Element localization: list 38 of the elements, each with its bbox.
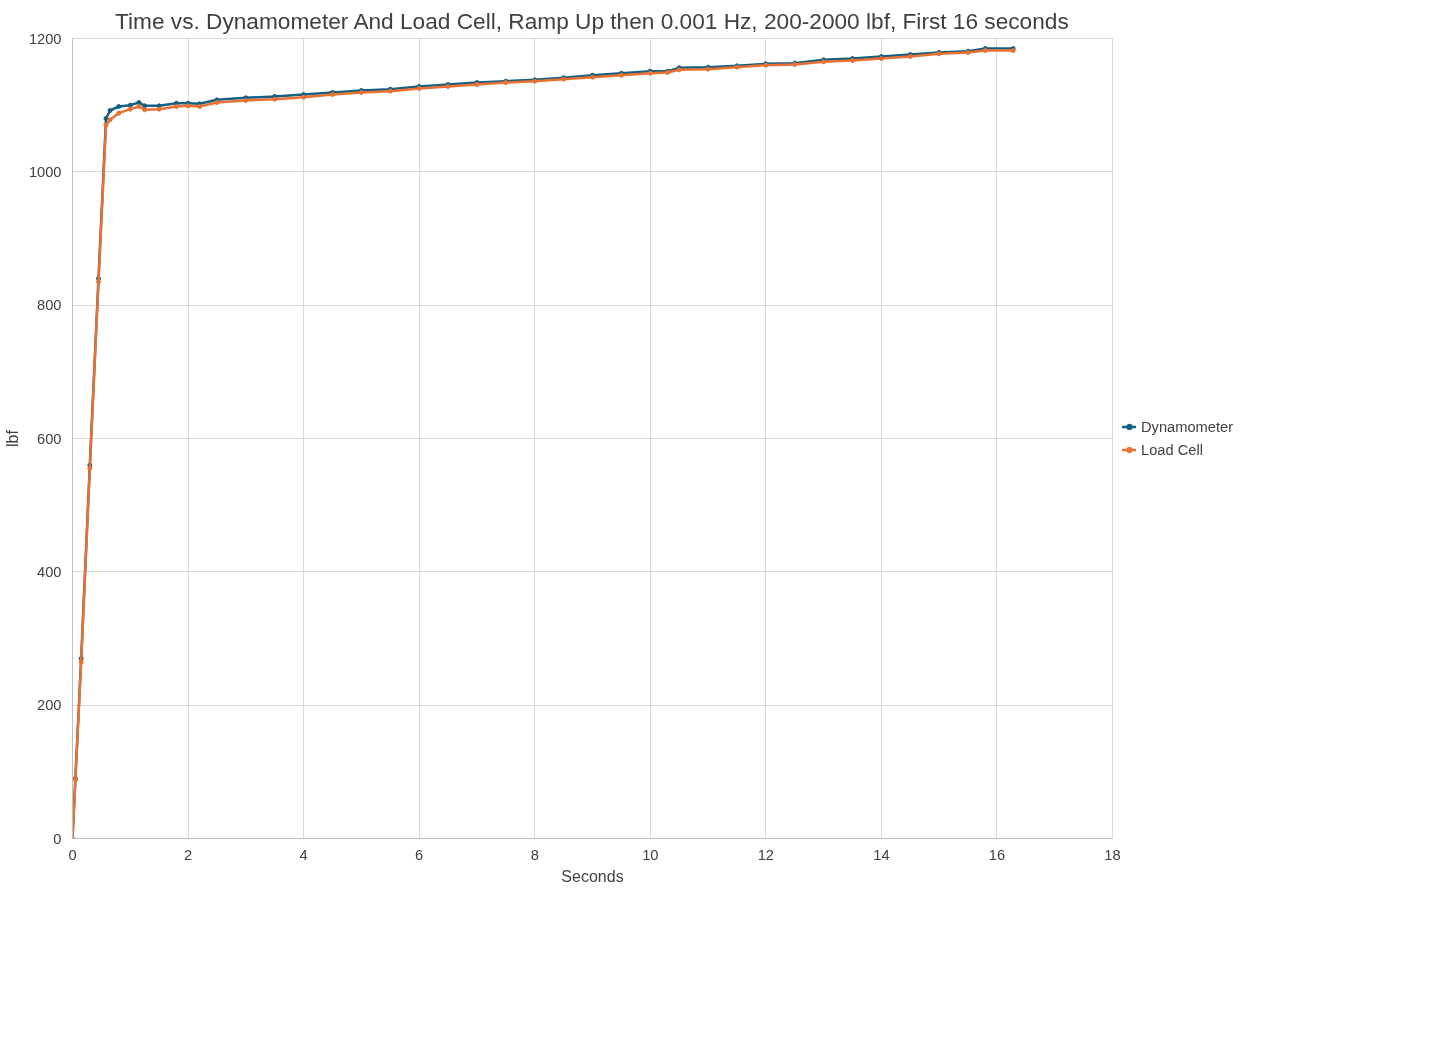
x-tick-label: 4	[299, 846, 308, 863]
legend-label: Dynamometer	[1141, 418, 1234, 435]
y-tick-label: 600	[37, 430, 62, 447]
y-tick-label: 1200	[28, 30, 62, 47]
x-tick-label: 16	[988, 846, 1006, 863]
x-tick-label: 2	[183, 846, 193, 863]
y-tick-label: 1000	[28, 163, 62, 180]
y-tick-label: 200	[37, 697, 62, 714]
y-tick-label: 400	[37, 563, 62, 580]
x-tick-label: 12	[757, 846, 774, 863]
point	[127, 102, 133, 108]
chart-title: Time vs. Dynamometer And Load Cell, Ramp Up then 0.001 Hz, 200-2000 lbf, First 16 seconds	[115, 7, 1069, 34]
x-axis-title: Seconds	[561, 867, 624, 885]
point	[136, 100, 142, 105]
point	[142, 107, 148, 113]
point	[107, 108, 113, 113]
point	[107, 117, 113, 123]
y-tick-label: 800	[37, 297, 62, 314]
y-tick-label: 0	[53, 830, 62, 847]
point	[78, 659, 84, 665]
point	[127, 106, 133, 112]
x-tick-label: 6	[415, 846, 424, 863]
x-tick-label: 18	[1104, 846, 1121, 863]
legend-label: Load Cell	[1141, 441, 1203, 458]
x-tick-label: 0	[68, 846, 77, 863]
point	[103, 122, 109, 128]
x-tick-label: 8	[530, 846, 539, 863]
point	[96, 279, 101, 285]
x-tick-label: 10	[642, 846, 659, 863]
point	[142, 103, 148, 109]
point	[103, 116, 109, 121]
x-tick-label: 14	[873, 846, 890, 863]
point	[174, 104, 179, 109]
point	[87, 466, 93, 471]
point	[116, 110, 122, 116]
y-axis-title: lbf	[3, 429, 21, 447]
point	[136, 104, 142, 109]
point	[116, 104, 122, 109]
